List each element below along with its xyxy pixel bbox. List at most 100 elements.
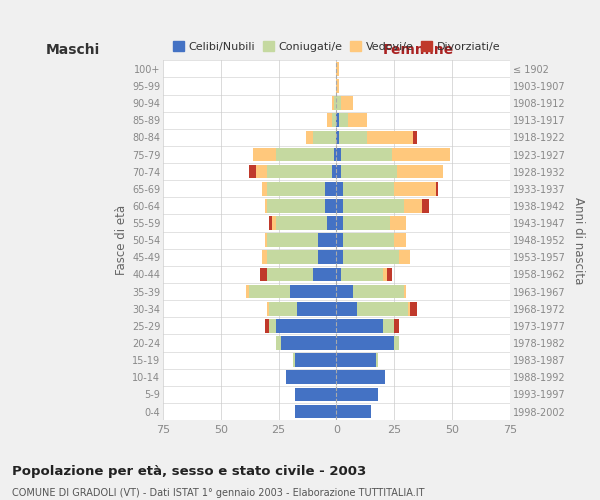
Bar [339,114,348,127]
Bar [337,199,343,213]
Bar [376,354,378,367]
Bar [394,336,399,350]
Bar [341,96,353,110]
Bar [337,370,385,384]
Bar [327,216,337,230]
Bar [295,388,337,402]
Bar [325,182,337,196]
Bar [267,268,313,281]
Bar [318,250,337,264]
Bar [337,216,343,230]
Bar [248,165,256,178]
Bar [337,165,341,178]
Bar [295,354,337,367]
Y-axis label: Fasce di età: Fasce di età [115,205,128,276]
Bar [334,96,337,110]
Bar [272,216,277,230]
Bar [297,302,337,316]
Bar [389,216,406,230]
Bar [290,285,337,298]
Bar [253,148,277,162]
Bar [337,96,341,110]
Bar [343,216,389,230]
Bar [404,199,422,213]
Bar [332,96,334,110]
Bar [325,199,337,213]
Bar [248,285,290,298]
Bar [337,62,339,76]
Bar [265,319,269,332]
Bar [267,182,325,196]
Bar [348,114,367,127]
Bar [334,148,337,162]
Bar [277,216,327,230]
Bar [337,302,357,316]
Bar [343,250,399,264]
Bar [383,319,394,332]
Bar [332,165,337,178]
Bar [337,114,339,127]
Bar [383,268,388,281]
Bar [436,182,438,196]
Bar [394,182,436,196]
Bar [422,199,429,213]
Legend: Celibi/Nubili, Coniugati/e, Vedovi/e, Divorziati/e: Celibi/Nubili, Coniugati/e, Vedovi/e, Di… [168,37,505,56]
Bar [337,268,341,281]
Bar [337,182,343,196]
Bar [295,404,337,418]
Text: Popolazione per età, sesso e stato civile - 2003: Popolazione per età, sesso e stato civil… [12,465,366,478]
Bar [357,302,408,316]
Bar [332,114,337,127]
Bar [267,250,318,264]
Bar [337,234,343,247]
Bar [343,199,404,213]
Bar [394,319,399,332]
Bar [404,285,406,298]
Text: COMUNE DI GRADOLI (VT) - Dati ISTAT 1° gennaio 2003 - Elaborazione TUTTITALIA.IT: COMUNE DI GRADOLI (VT) - Dati ISTAT 1° g… [12,488,425,498]
Text: Maschi: Maschi [46,42,100,56]
Bar [267,199,325,213]
Bar [337,250,343,264]
Bar [392,148,450,162]
Bar [399,250,410,264]
Bar [256,165,267,178]
Y-axis label: Anni di nascita: Anni di nascita [572,196,585,284]
Bar [337,319,383,332]
Bar [267,165,332,178]
Bar [353,285,404,298]
Bar [262,250,267,264]
Bar [337,336,394,350]
Bar [277,336,281,350]
Bar [265,234,267,247]
Bar [337,404,371,418]
Bar [397,165,443,178]
Bar [394,234,406,247]
Bar [408,302,410,316]
Bar [367,130,413,144]
Bar [388,268,392,281]
Bar [262,182,267,196]
Bar [307,130,313,144]
Bar [277,319,337,332]
Bar [341,148,392,162]
Bar [341,165,397,178]
Bar [337,130,339,144]
Bar [318,234,337,247]
Bar [413,130,418,144]
Bar [410,302,418,316]
Bar [343,234,394,247]
Bar [293,354,295,367]
Bar [281,336,337,350]
Bar [337,148,341,162]
Bar [343,182,394,196]
Bar [327,114,332,127]
Bar [313,268,337,281]
Bar [267,302,269,316]
Bar [337,285,353,298]
Bar [341,268,383,281]
Bar [339,130,367,144]
Bar [337,388,378,402]
Bar [269,216,272,230]
Bar [277,148,334,162]
Bar [265,199,267,213]
